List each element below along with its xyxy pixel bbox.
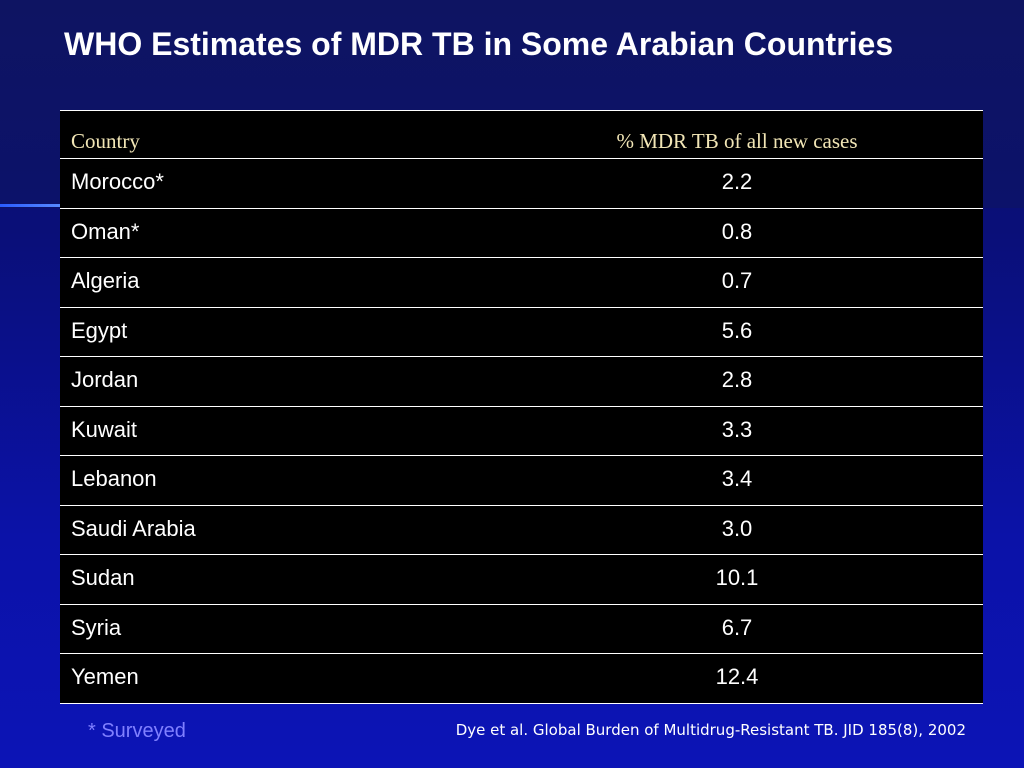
- value-cell: 12.4: [491, 653, 983, 704]
- value-cell: 2.8: [491, 356, 983, 406]
- column-header-percent: % MDR TB of all new cases: [491, 110, 983, 159]
- table-row: Algeria 0.7: [60, 257, 983, 307]
- table-row: Sudan 10.1: [60, 554, 983, 604]
- table-row: Syria 6.7: [60, 603, 983, 654]
- country-cell: Yemen: [60, 653, 491, 704]
- country-cell: Syria: [60, 603, 491, 654]
- table-header-row: Country % MDR TB of all new cases: [60, 110, 983, 159]
- slide-title: WHO Estimates of MDR TB in Some Arabian …: [64, 26, 894, 62]
- value-cell: 10.1: [491, 554, 983, 604]
- value-cell: 0.8: [491, 207, 983, 258]
- table-row: Yemen 12.4: [60, 653, 983, 704]
- mdr-tb-table-container: Country % MDR TB of all new cases Morocc…: [60, 110, 983, 704]
- table-row: Egypt 5.6: [60, 306, 983, 357]
- mdr-tb-table: Country % MDR TB of all new cases Morocc…: [60, 110, 983, 704]
- table-row: Kuwait 3.3: [60, 405, 983, 456]
- country-cell: Egypt: [60, 306, 491, 357]
- country-cell: Oman*: [60, 207, 491, 258]
- accent-line: [0, 204, 62, 207]
- table-row: Oman* 0.8: [60, 207, 983, 258]
- value-cell: 3.4: [491, 455, 983, 505]
- value-cell: 2.2: [491, 158, 983, 208]
- value-cell: 3.3: [491, 405, 983, 456]
- country-cell: Sudan: [60, 554, 491, 604]
- value-cell: 5.6: [491, 306, 983, 357]
- country-cell: Jordan: [60, 356, 491, 406]
- country-cell: Algeria: [60, 257, 491, 307]
- table-row: Jordan 2.8: [60, 356, 983, 406]
- country-cell: Kuwait: [60, 405, 491, 456]
- value-cell: 6.7: [491, 603, 983, 654]
- country-cell: Morocco*: [60, 158, 491, 208]
- table-row: Saudi Arabia 3.0: [60, 504, 983, 555]
- table-row: Lebanon 3.4: [60, 455, 983, 505]
- value-cell: 0.7: [491, 257, 983, 307]
- value-cell: 3.0: [491, 504, 983, 555]
- column-header-country: Country: [60, 110, 491, 159]
- country-cell: Lebanon: [60, 455, 491, 505]
- surveyed-footnote: * Surveyed: [88, 720, 186, 742]
- table-row: Morocco* 2.2: [60, 158, 983, 208]
- source-citation: Dye et al. Global Burden of Multidrug-Re…: [455, 721, 966, 739]
- country-cell: Saudi Arabia: [60, 504, 491, 555]
